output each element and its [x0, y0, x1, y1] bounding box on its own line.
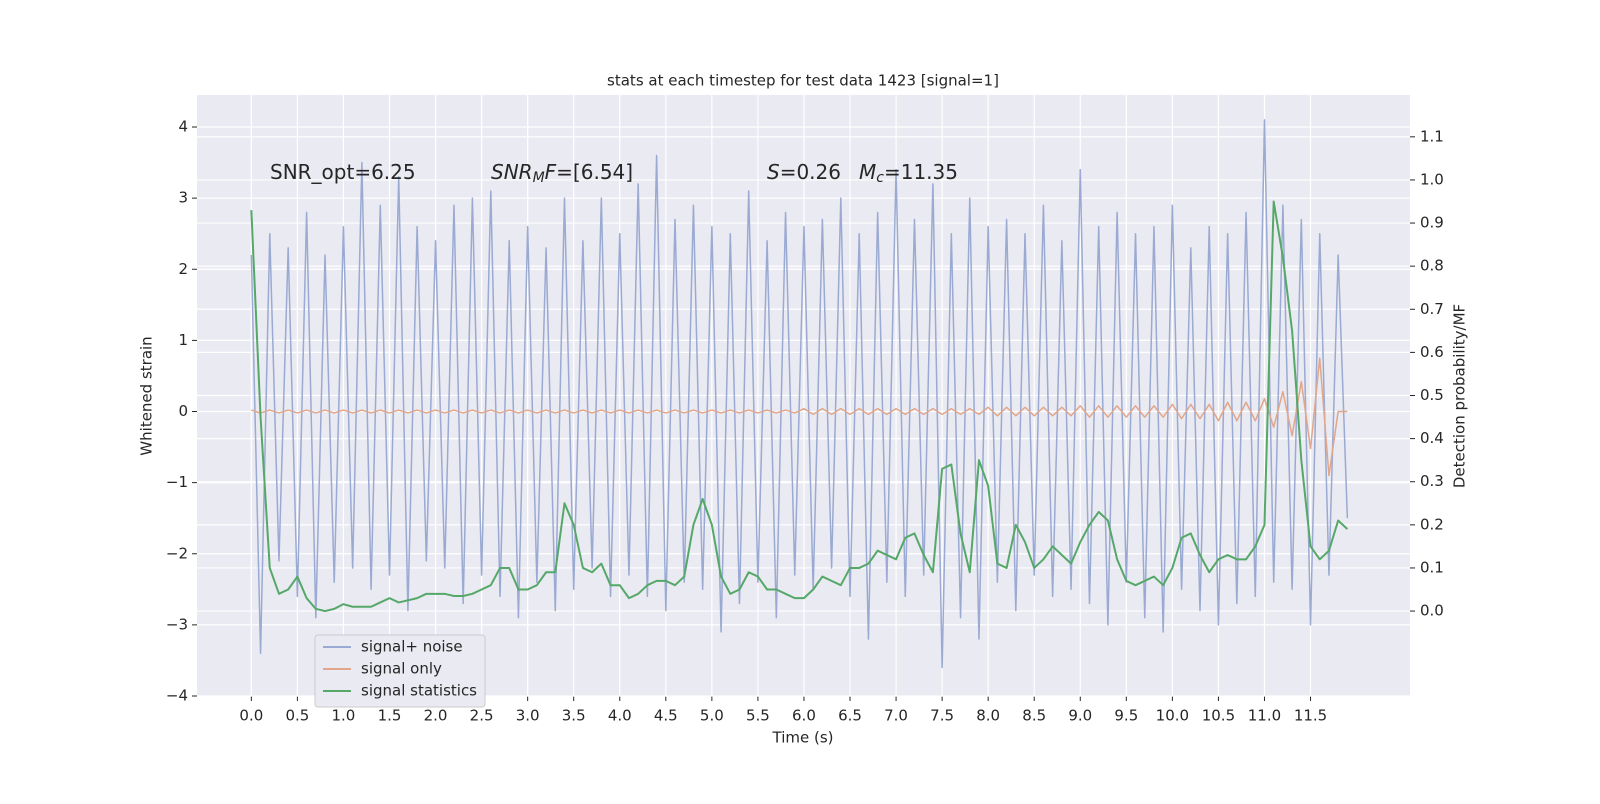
y2-tick-label: 1.0 — [1420, 170, 1444, 188]
y-tick-label: −3 — [166, 615, 188, 633]
y-tick-label: −2 — [166, 544, 188, 562]
x-tick-label: 0.5 — [285, 707, 309, 725]
y2-tick-label: 0.7 — [1420, 300, 1444, 318]
x-tick-label: 11.0 — [1248, 707, 1281, 725]
y-tick-label: −1 — [166, 473, 188, 491]
y2-tick-label: 0.0 — [1420, 602, 1444, 620]
x-tick-label: 9.5 — [1114, 707, 1138, 725]
y-axis-label: Whitened strain — [138, 336, 156, 455]
x-tick-label: 7.0 — [884, 707, 908, 725]
annotation-part: S — [767, 160, 780, 184]
legend-label: signal+ noise — [361, 638, 463, 656]
x-tick-label: 6.0 — [792, 707, 816, 725]
legend: signal+ noise signal only signal statistic… — [314, 634, 486, 708]
annotation-part: SNR_opt=6.25 — [270, 160, 416, 184]
x-tick-label: 4.5 — [654, 707, 678, 725]
x-axis-label: Time (s) — [772, 729, 834, 747]
y2-axis-label: Detection probability/MF — [1451, 304, 1469, 488]
y-tick-label: 1 — [178, 331, 188, 349]
x-tick-label: 9.0 — [1068, 707, 1092, 725]
annotation-part: =[6.54] — [556, 160, 633, 184]
legend-box — [314, 634, 486, 708]
x-tick-label: 11.5 — [1294, 707, 1327, 725]
y2-tick-label: 0.5 — [1420, 386, 1444, 404]
annotation-part: =0.26 — [780, 160, 841, 184]
y-tick-label: 4 — [178, 118, 188, 136]
y2-tick-label: 0.4 — [1420, 429, 1444, 447]
x-tick-label: 10.5 — [1202, 707, 1235, 725]
y2-tick-label: 0.6 — [1420, 343, 1444, 361]
y-tick-label: −4 — [166, 687, 188, 705]
x-tick-label: 0.0 — [239, 707, 263, 725]
x-tick-label: 5.5 — [746, 707, 770, 725]
chart-title: stats at each timestep for test data 142… — [607, 72, 999, 90]
annotation-part: SNR — [491, 160, 533, 184]
x-tick-label: 3.0 — [516, 707, 540, 725]
series-line — [250, 200, 1349, 613]
x-tick-label: 5.0 — [700, 707, 724, 725]
series-line — [251, 357, 1348, 477]
legend-label: signal statistics — [361, 682, 477, 700]
y2-tick-label: 0.3 — [1420, 472, 1444, 490]
x-tick-label: 2.0 — [424, 707, 448, 725]
series-line — [250, 119, 1349, 669]
y2-tick-label: 0.2 — [1420, 515, 1444, 533]
legend-label: signal only — [361, 660, 442, 678]
x-tick-label: 7.5 — [930, 707, 954, 725]
y-tick-label: 3 — [178, 189, 188, 207]
annotation-part: M — [533, 170, 545, 186]
x-tick-label: 2.5 — [470, 707, 494, 725]
y-tick-label: 2 — [178, 260, 188, 278]
annotation: Mc=11.35 — [859, 160, 958, 187]
annotation: SNR_opt=6.25 — [270, 160, 416, 184]
y-tick-label: 0 — [178, 402, 188, 420]
annotation-part: F — [545, 160, 557, 184]
annotation-part: M — [859, 160, 876, 184]
x-tick-label: 3.5 — [562, 707, 586, 725]
y2-tick-label: 0.1 — [1420, 558, 1444, 576]
x-tick-label: 8.5 — [1022, 707, 1046, 725]
annotation: S=0.26 — [767, 160, 841, 184]
x-tick-label: 1.0 — [332, 707, 356, 725]
y2-tick-label: 0.8 — [1420, 257, 1444, 275]
x-tick-label: 4.0 — [608, 707, 632, 725]
y2-tick-label: 1.1 — [1420, 127, 1444, 145]
annotation-part: c — [876, 170, 884, 186]
x-tick-label: 1.5 — [378, 707, 402, 725]
x-tick-label: 10.0 — [1156, 707, 1189, 725]
annotation: SNRMF=[6.54] — [491, 160, 633, 187]
x-tick-label: 8.0 — [976, 707, 1000, 725]
x-tick-label: 6.5 — [838, 707, 862, 725]
y2-tick-label: 0.9 — [1420, 214, 1444, 232]
annotation-part: =11.35 — [884, 160, 958, 184]
